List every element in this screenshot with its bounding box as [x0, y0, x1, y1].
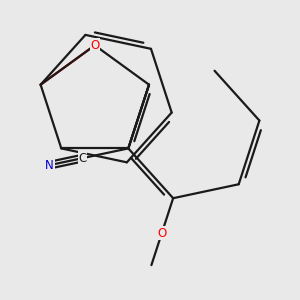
Text: N: N [45, 159, 54, 172]
Text: O: O [90, 39, 99, 52]
Text: O: O [157, 227, 167, 240]
Text: C: C [78, 152, 87, 165]
